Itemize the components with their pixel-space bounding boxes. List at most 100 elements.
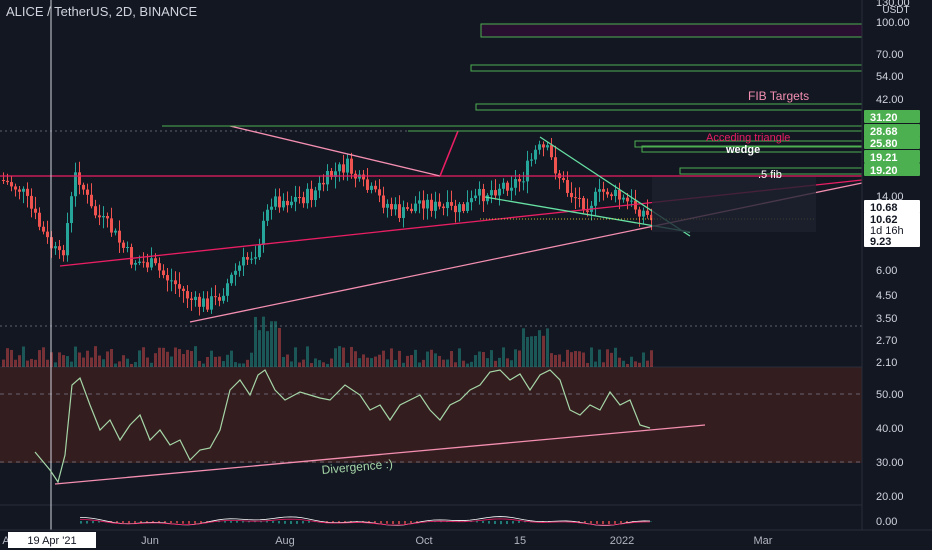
- volume-bar: [126, 358, 129, 367]
- candle-body: [406, 207, 409, 209]
- volume-bar: [574, 351, 577, 367]
- volume-bar: [66, 356, 69, 367]
- candle-body: [330, 171, 333, 177]
- descending-line: [229, 125, 441, 177]
- volume-bar: [118, 361, 121, 367]
- volume-bar: [486, 358, 489, 367]
- volume-bar: [106, 351, 109, 367]
- candle-body: [302, 197, 305, 204]
- volume-bar: [498, 357, 501, 367]
- volume-bar: [554, 354, 557, 367]
- volume-bar: [322, 362, 325, 367]
- volume-bars: [2, 316, 653, 367]
- candle-body: [194, 296, 197, 301]
- macd-histogram-bar: [518, 521, 520, 523]
- candle-body: [226, 283, 229, 296]
- candle-body: [98, 215, 101, 218]
- candle-body: [526, 160, 529, 182]
- rsi-panel: [0, 366, 862, 506]
- candle-body: [54, 246, 57, 249]
- candle-body: [114, 230, 117, 233]
- fib-target-box: [480, 23, 863, 38]
- candle-body: [606, 191, 609, 195]
- candle-body: [162, 270, 165, 276]
- macd-histogram-bar: [392, 521, 394, 525]
- volume-bar: [306, 346, 309, 367]
- time-axis[interactable]: A Jun Aug Oct 15 2022 Mar 19 Apr '21: [0, 529, 932, 550]
- volume-bar: [450, 350, 453, 367]
- candle-body: [222, 295, 225, 301]
- volume-bar: [494, 360, 497, 367]
- volume-bar: [250, 352, 253, 367]
- volume-bar: [6, 348, 9, 367]
- macd-histogram-bar: [296, 521, 298, 524]
- volume-bar: [418, 362, 421, 367]
- volume-bar: [46, 359, 49, 367]
- volume-bar: [346, 362, 349, 367]
- macd-histogram-bar: [398, 521, 400, 525]
- volume-bar: [466, 363, 469, 367]
- volume-bar: [290, 361, 293, 367]
- candle-body: [438, 201, 441, 207]
- volume-bar: [530, 336, 533, 367]
- volume-bar: [370, 358, 373, 367]
- volume-bar: [14, 359, 17, 367]
- volume-bar: [234, 362, 237, 367]
- macd-histogram-bar: [98, 521, 100, 523]
- time-tick-Mar: Mar: [754, 535, 773, 547]
- macd-histogram-bar: [614, 521, 616, 524]
- candle-body: [90, 194, 93, 207]
- volume-bar: [34, 359, 37, 367]
- volume-bar: [426, 351, 429, 367]
- candle-body: [6, 180, 9, 183]
- candle-body: [106, 216, 109, 219]
- volume-bar: [566, 349, 569, 367]
- time-tick-Oct: Oct: [415, 535, 432, 547]
- candle-body: [478, 188, 481, 196]
- macd-histogram-bar: [242, 521, 244, 523]
- volume-bar: [142, 347, 145, 367]
- volume-bar: [214, 356, 217, 367]
- macd-histogram-bar: [116, 521, 118, 523]
- volume-bar: [570, 352, 573, 367]
- volume-bar: [362, 354, 365, 367]
- volume-bar: [442, 359, 445, 367]
- macd-histogram-bar: [362, 521, 364, 523]
- candle-body: [326, 171, 329, 185]
- macd-histogram-bar: [146, 521, 148, 523]
- volume-bar: [258, 330, 261, 367]
- volume-bar: [502, 347, 505, 367]
- candle-body: [546, 145, 549, 148]
- volume-bar: [2, 359, 5, 367]
- macd-histogram-bar: [650, 521, 652, 522]
- macd-histogram-bar: [176, 521, 178, 524]
- volume-bar: [626, 363, 629, 367]
- ascending-triangle-label: Acceding triangle: [706, 132, 790, 144]
- macd-histogram-bar: [626, 521, 628, 523]
- volume-bar: [278, 327, 281, 367]
- volume-bar: [210, 350, 213, 367]
- price-label-box: [864, 200, 920, 213]
- volume-bar: [182, 354, 185, 367]
- candle-body: [522, 181, 525, 183]
- volume-bar: [558, 354, 561, 367]
- volume-bar: [282, 356, 285, 367]
- candle-body: [626, 197, 629, 202]
- volume-bar: [642, 352, 645, 367]
- volume-bar: [70, 361, 73, 367]
- macd-histogram-bar: [416, 521, 418, 523]
- candle-body: [234, 270, 237, 275]
- volume-bar: [54, 362, 57, 367]
- volume-bar: [354, 351, 357, 367]
- candle-body: [430, 199, 433, 211]
- candle-body: [190, 298, 193, 301]
- volume-bar: [98, 355, 101, 367]
- candle-body: [174, 280, 177, 285]
- volume-bar: [230, 350, 233, 367]
- candle-body: [446, 202, 449, 209]
- candle-body: [22, 188, 25, 192]
- volume-bar: [434, 353, 437, 367]
- volume-bar: [138, 350, 141, 367]
